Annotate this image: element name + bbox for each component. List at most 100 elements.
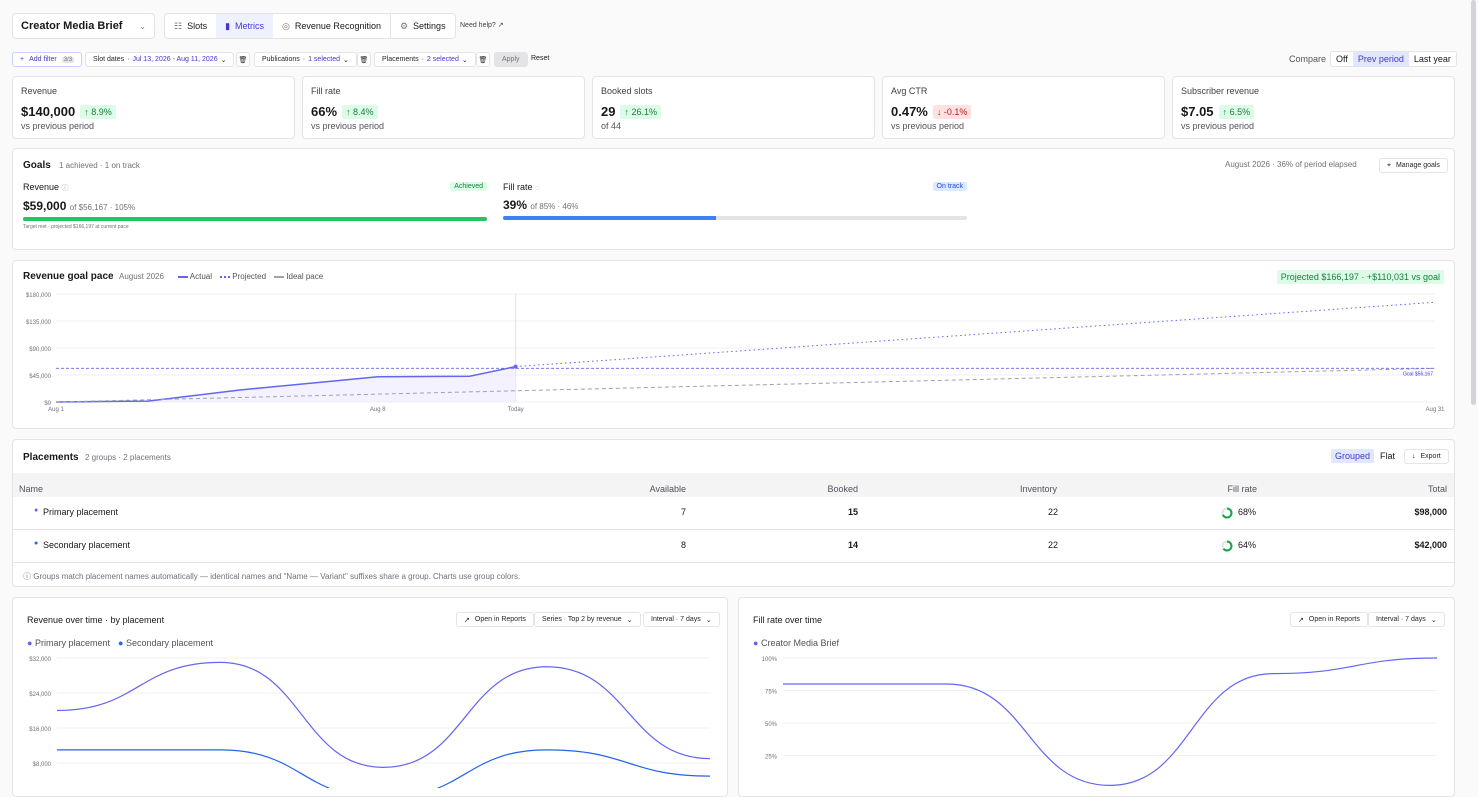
kpi-value-line: $7.05 ↑ 6.5% [1181,104,1255,119]
pace-chart: $0 $45,000 $90,000 $135,000 $180,000 Goal $56… [26,293,1445,413]
placement-color-dot: ● [34,507,39,514]
apply-button[interactable]: Apply [494,52,528,67]
kpi-card: Fill rate 66% ↑ 8.4% vs previous period [302,76,585,139]
export-button[interactable]: ↓ Export [1404,449,1449,464]
compare-last-year[interactable]: Last year [1413,54,1451,64]
kpi-title: Subscriber revenue [1181,86,1260,96]
goal-progress-track [23,217,487,221]
placements-filter[interactable]: Placements · 2 selected ⌄ [374,52,476,67]
y-tick-label: $24,000 [29,692,51,698]
tab-settings[interactable]: ⚙ Settings [389,14,455,38]
goals-summary: 1 achieved · 1 on track [59,161,140,170]
kpi-value: 0.47% [891,104,928,119]
actual-point [513,364,518,369]
interval-select[interactable]: Interval · 7 days ⌄ [643,612,720,627]
placement-total: $42,000 [1414,540,1447,550]
goal-value-line: 39% of 85% · 46% [503,198,967,212]
kpi-sub: vs previous period [891,121,965,131]
kpi-title: Revenue [21,86,58,96]
fill-time-title: Fill rate over time [753,615,823,625]
legend-primary-label: Primary placement [34,638,110,648]
goal-progress-fill [23,217,487,221]
download-icon: ↓ [1412,453,1416,460]
chevron-down-icon: ⌄ [220,56,227,64]
placement-booked: 14 [847,540,858,550]
pace-title: Revenue goal pace [23,271,114,282]
publications-value: 1 selected [308,56,341,63]
col-booked[interactable]: Booked [827,484,858,494]
tab-metrics[interactable]: ▮ Metrics [216,14,274,38]
interval-select[interactable]: Interval · 7 days ⌄ [1368,612,1445,627]
kpi-delta-badge: ↑ 8.4% [342,104,378,119]
reset-button[interactable]: Reset [531,55,549,62]
projected-line [515,301,1436,368]
legend-brief-label: Creator Media Brief [760,638,839,648]
add-filter-button[interactable]: + Add filter 3/3 [12,52,83,67]
help-link[interactable]: Need help? ↗ [460,21,504,29]
legend-dot: ● [27,638,33,648]
publications-filter[interactable]: Publications · 1 selected ⌄ [254,52,357,67]
remove-publications-button[interactable]: 🗑 [357,52,371,67]
slot-dates-filter[interactable]: Slot dates · Jul 13, 2026 - Aug 11, 2026 ⌄ [85,52,235,67]
manage-goals-button[interactable]: ⌖ Manage goals [1379,158,1448,173]
legend-dot: ● [117,638,124,648]
arrow-up-icon: ↑ [624,106,629,117]
legend-actual: Actual [178,272,212,281]
external-link-icon: ↗ [464,616,470,624]
col-total[interactable]: Total [1427,484,1447,494]
export-label: Export [1420,453,1441,460]
goal-name: Revenue ⓘ [23,182,487,193]
col-fill-rate[interactable]: Fill rate [1227,484,1257,494]
tab-slots[interactable]: ☷ Slots [165,14,216,38]
kpi-delta: 8.4% [353,106,374,117]
trash-icon: 🗑 [238,56,248,64]
goal-value: 39% [503,198,528,212]
page-scrollbar[interactable] [1471,0,1476,405]
col-name[interactable]: Name [19,484,44,494]
kpi-delta: 8.9% [91,106,112,117]
placements-label: Placements [382,56,419,63]
compare-off[interactable]: Off [1336,54,1348,64]
series-select[interactable]: Series · Top 2 by revenue ⌄ [534,612,641,627]
tab-revenue-recognition[interactable]: ◎ Revenue Recognition [273,14,390,38]
table-row[interactable]: ● Primary placement 7 15 22 68% $98,000 [13,497,1454,530]
ideal-pace-line [55,367,1436,403]
target-icon: ⌖ [1387,161,1391,169]
y-tick-label: $180,000 [26,293,52,299]
kpi-delta: -0.1% [943,106,968,117]
view-flat[interactable]: Flat [1380,451,1396,461]
external-link-icon: ↗ [497,22,504,29]
kpi-title: Avg CTR [891,86,928,96]
goal-value: $59,000 [23,199,67,213]
tab-settings-label: Settings [413,21,446,31]
compare-prev-period[interactable]: Prev period [1352,52,1409,66]
external-link-icon: ↗ [1298,616,1304,624]
kpi-sub: vs previous period [21,121,95,131]
view-grouped[interactable]: Grouped [1331,449,1375,463]
y-tick-label: $16,000 [29,727,51,733]
open-in-reports-button[interactable]: ↗ Open in Reports [1290,612,1368,627]
bell-icon: ◌ [535,185,540,192]
col-inventory[interactable]: Inventory [1019,484,1057,494]
y-tick-label: $90,000 [29,347,51,353]
table-row[interactable]: ● Secondary placement 8 14 22 64% $42,00… [13,530,1454,563]
remove-slot-dates-button[interactable]: 🗑 [236,52,250,67]
goal-target: of $56,167 · 105% [69,203,136,212]
fill-rate-ring [1221,507,1233,519]
separator: · [127,56,130,63]
placement-total: $98,000 [1414,507,1447,517]
remove-placements-button[interactable]: 🗑 [476,52,490,67]
list-icon: ☷ [174,20,183,31]
compare-toggle: Off Prev period Last year [1330,51,1457,67]
revenue-time-legend: ● Primary placement ● Secondary placemen… [27,638,213,648]
y-tick-label: 75% [765,690,778,696]
brief-selector[interactable]: Creator Media Brief ⌄ [12,13,155,39]
actual-line [55,365,516,403]
footnote-text: Groups match placement names automatical… [33,572,521,581]
pace-period: August 2026 [119,272,164,281]
legend-swatch [178,275,188,278]
col-available[interactable]: Available [649,484,686,494]
open-in-reports-button[interactable]: ↗ Open in Reports [456,612,534,627]
x-tick-label: Today [508,407,524,413]
goal-progress-fill [503,216,717,220]
